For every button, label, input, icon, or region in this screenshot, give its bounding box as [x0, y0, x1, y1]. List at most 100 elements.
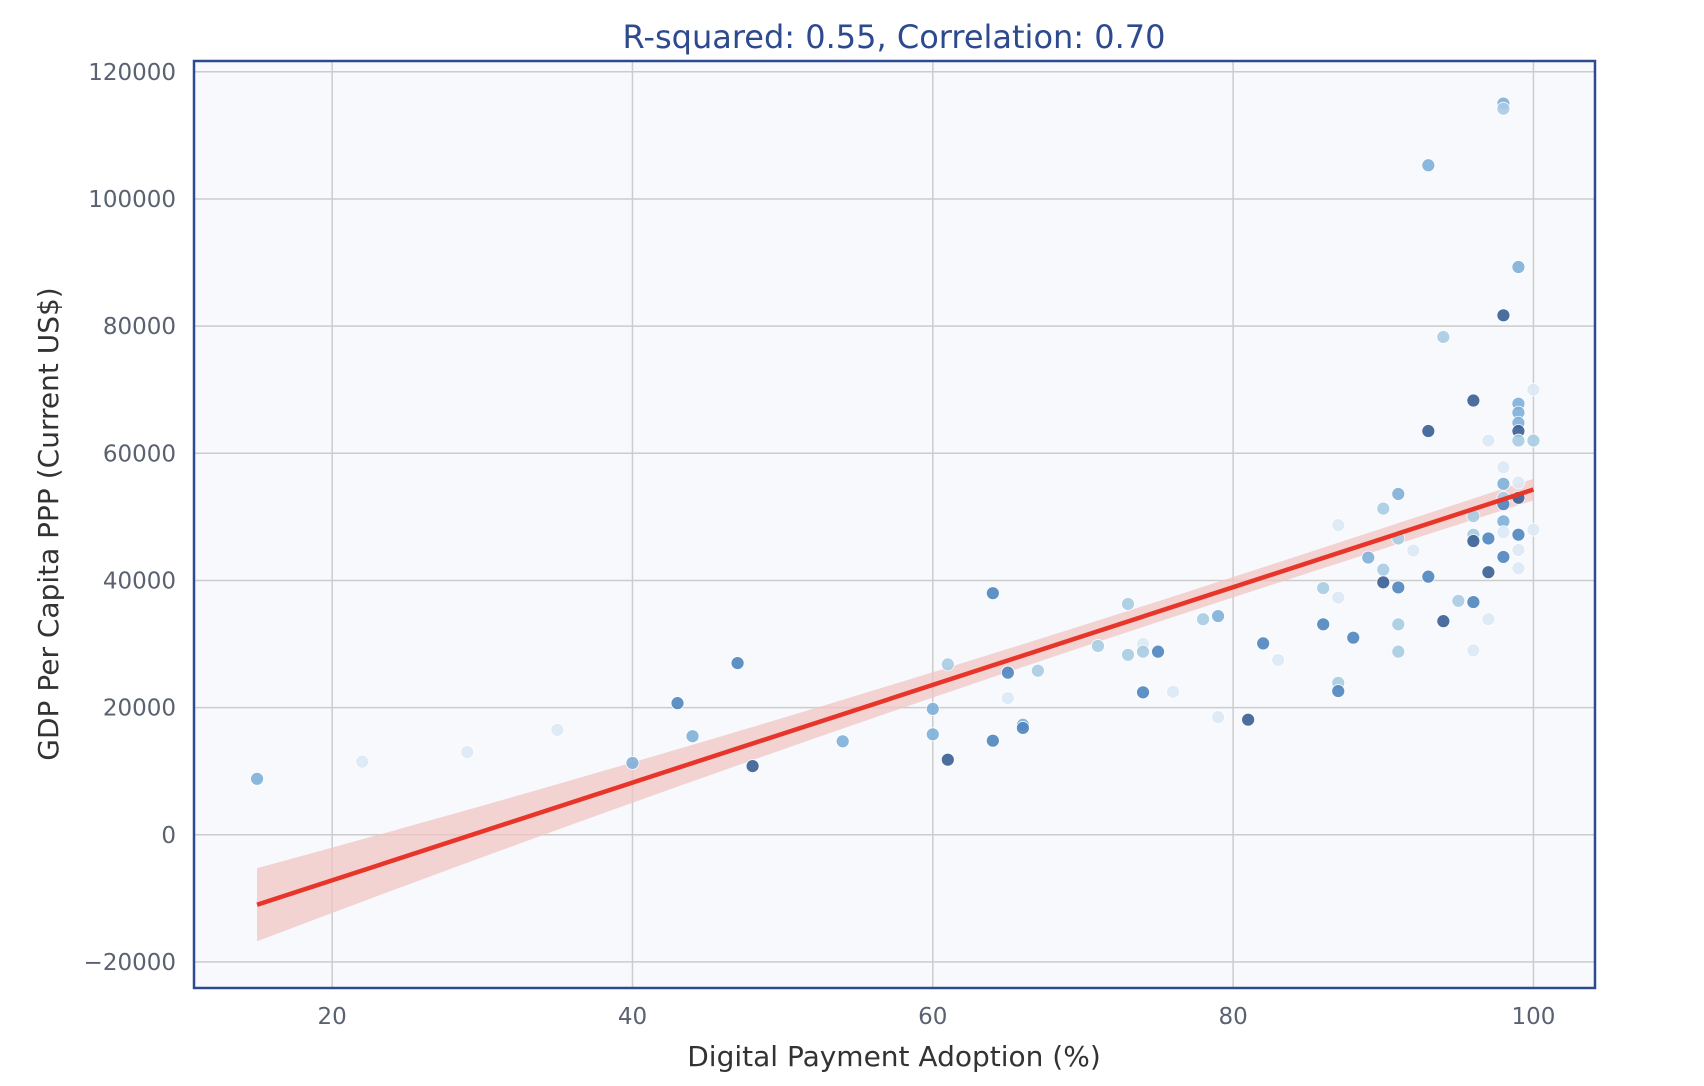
data-point	[1481, 433, 1496, 448]
y-tick-label: 100000	[88, 187, 176, 213]
data-point	[1331, 518, 1346, 533]
data-point	[1481, 612, 1496, 627]
data-point	[1091, 639, 1105, 653]
data-point	[1496, 476, 1511, 491]
data-point	[1196, 612, 1210, 627]
data-point	[1421, 569, 1436, 584]
x-axis-label: Digital Payment Adoption (%)	[687, 1040, 1101, 1073]
data-point	[1511, 260, 1526, 274]
data-point	[1316, 617, 1331, 632]
data-point	[940, 657, 955, 672]
data-point	[1466, 643, 1481, 658]
data-point	[1136, 685, 1150, 700]
data-point	[1015, 721, 1030, 735]
x-tick-labels: 20 40 60 80 100	[318, 1004, 1556, 1030]
data-point	[685, 729, 700, 744]
data-point	[1421, 158, 1436, 173]
data-point	[1526, 382, 1541, 397]
y-tick-label: 20000	[103, 696, 176, 722]
data-point	[1121, 597, 1135, 611]
data-point	[1391, 580, 1406, 595]
regression-group	[256, 487, 1535, 907]
data-point	[1436, 614, 1451, 629]
data-point	[1496, 525, 1511, 540]
data-point	[1466, 393, 1481, 408]
data-point	[1316, 581, 1331, 595]
data-point	[1406, 543, 1421, 558]
data-point	[1496, 460, 1511, 475]
x-tick-label: 100	[1511, 1004, 1555, 1030]
data-point	[1331, 590, 1346, 605]
data-point	[940, 752, 955, 767]
data-point	[1151, 644, 1165, 659]
grid-lines	[194, 61, 1595, 988]
data-point	[1511, 433, 1526, 448]
data-point	[1526, 433, 1541, 448]
data-point	[1511, 527, 1526, 542]
data-point	[460, 745, 475, 760]
x-tick-label: 80	[1218, 1004, 1247, 1030]
data-point	[250, 771, 264, 786]
data-point	[1000, 691, 1015, 705]
data-point	[1166, 684, 1180, 699]
y-tick-label: 120000	[88, 60, 176, 86]
data-point	[1031, 663, 1045, 678]
data-point	[1376, 575, 1391, 590]
data-point	[1136, 644, 1150, 659]
data-point	[1376, 501, 1391, 516]
data-point	[1346, 630, 1361, 645]
y-tick-label: −20000	[84, 950, 176, 976]
data-point	[1511, 475, 1526, 490]
data-point	[1391, 644, 1406, 659]
data-point	[745, 759, 760, 774]
data-point	[1000, 665, 1015, 680]
data-point	[1211, 710, 1225, 725]
data-point	[925, 701, 940, 716]
y-tick-label: 60000	[103, 441, 176, 467]
data-point	[1511, 561, 1526, 576]
data-point	[625, 756, 640, 770]
data-point	[835, 734, 850, 749]
data-point	[1271, 653, 1286, 667]
chart-title: R-squared: 0.55, Correlation: 0.70	[622, 18, 1165, 56]
data-point	[670, 696, 685, 711]
data-point	[1256, 636, 1271, 651]
data-point	[925, 727, 940, 742]
y-tick-label: 80000	[103, 314, 176, 340]
y-axis-label: GDP Per Capita PPP (Current US$)	[32, 287, 65, 760]
plot-frame	[192, 59, 1597, 990]
x-tick-label: 60	[918, 1004, 947, 1030]
data-point	[1391, 617, 1406, 632]
data-point	[1496, 550, 1511, 564]
data-point	[985, 733, 1000, 748]
data-point	[1481, 531, 1496, 546]
data-point	[355, 754, 370, 769]
data-point	[1241, 712, 1256, 727]
x-tick-label: 40	[618, 1004, 647, 1030]
y-tick-labels: −20000 0 20000 40000 60000 80000 100000 120000	[84, 60, 176, 976]
data-point	[1496, 308, 1511, 323]
data-point	[1466, 534, 1481, 548]
data-point	[1121, 647, 1135, 662]
data-point	[1211, 609, 1225, 623]
data-point	[1451, 593, 1466, 608]
data-point	[985, 586, 1000, 601]
regression-line	[256, 487, 1535, 907]
data-point	[1391, 487, 1406, 501]
data-point	[1526, 522, 1541, 537]
data-point	[1511, 543, 1526, 557]
data-point	[1331, 684, 1346, 698]
data-point	[1466, 595, 1481, 609]
y-tick-label: 0	[161, 823, 176, 849]
points-group	[250, 96, 1541, 786]
data-point	[1496, 101, 1511, 116]
data-point	[1481, 565, 1496, 580]
y-tick-label: 40000	[103, 568, 176, 594]
data-point	[1361, 550, 1376, 565]
data-point	[730, 656, 745, 671]
data-point	[1436, 330, 1451, 344]
x-tick-label: 20	[318, 1004, 347, 1030]
data-point	[550, 722, 565, 737]
data-point	[1421, 424, 1436, 438]
